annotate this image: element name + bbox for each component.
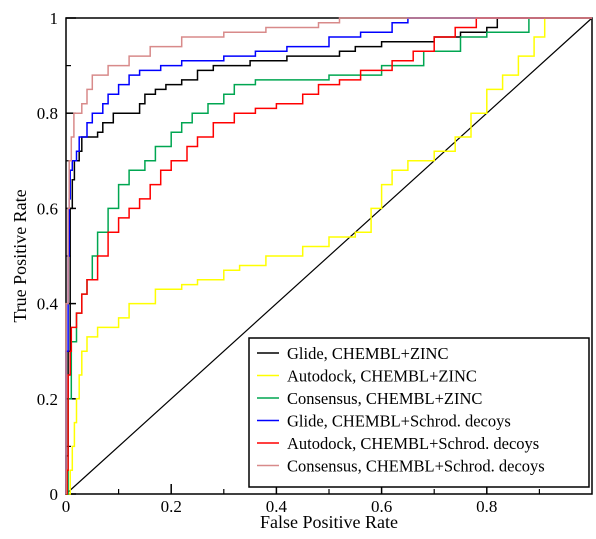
y-tick-label: 0 [50,485,59,504]
x-tick-label: 0.8 [476,497,497,516]
y-tick-label: 0.4 [37,295,59,314]
series-line-6 [65,17,592,494]
y-tick-label: 0.6 [37,199,58,218]
y-axis-label: True Positive Rate [10,189,30,322]
legend-entry-1: Glide, CHEMBL+ZINC [287,344,448,363]
y-tick-label: 1 [50,9,59,28]
x-tick-label: 0 [62,497,71,516]
series-lines [65,17,592,495]
y-tick-label: 0.8 [37,104,58,123]
series-line-5 [66,17,592,495]
legend-entry-2: Autodock, CHEMBL+ZINC [287,367,477,386]
legend: Glide, CHEMBL+ZINC Autodock, CHEMBL+ZINC C… [248,337,590,488]
x-tick-label: 0.2 [161,497,182,516]
legend-box [248,337,590,488]
legend-entry-6: Consensus, CHEMBL+Schrod. decoys [287,457,545,476]
series-line-1 [65,17,592,494]
legend-entry-3: Consensus, CHEMBL+ZINC [287,389,482,408]
x-tick-label: 0.6 [371,497,392,516]
diagonal-reference-line [65,17,593,495]
y-tick-label: 0.2 [37,390,58,409]
axes: 0 0.2 0.4 0.6 0.8 0 0.2 0.4 0.6 0.8 1 [37,9,593,516]
legend-entry-5: Autodock, CHEMBL+Schrod. decoys [287,434,539,453]
series-line-4 [65,17,592,494]
legend-entry-4: Glide, CHEMBL+Schrod. decoys [287,412,511,431]
x-tick-label: 0.4 [266,497,288,516]
series-line-2 [66,17,592,495]
x-axis-label: False Positive Rate [260,512,398,532]
